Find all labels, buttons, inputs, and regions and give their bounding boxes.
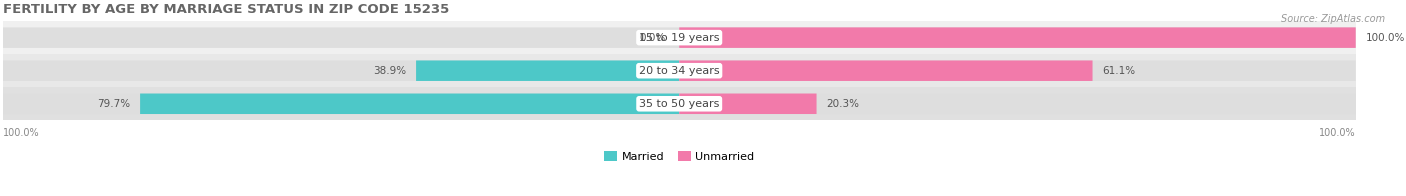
Legend: Married, Unmarried: Married, Unmarried — [599, 147, 759, 166]
FancyBboxPatch shape — [141, 93, 679, 114]
FancyBboxPatch shape — [679, 60, 1355, 81]
FancyBboxPatch shape — [416, 60, 679, 81]
FancyBboxPatch shape — [679, 27, 1355, 48]
FancyBboxPatch shape — [679, 60, 1092, 81]
Text: 61.1%: 61.1% — [1102, 66, 1136, 76]
Bar — [3, 21, 1355, 54]
FancyBboxPatch shape — [679, 93, 817, 114]
Text: 20.3%: 20.3% — [827, 99, 859, 109]
FancyBboxPatch shape — [3, 93, 679, 114]
Text: 100.0%: 100.0% — [3, 128, 39, 138]
Text: 0.0%: 0.0% — [640, 33, 665, 43]
Text: 79.7%: 79.7% — [97, 99, 129, 109]
Text: 100.0%: 100.0% — [1319, 128, 1355, 138]
FancyBboxPatch shape — [679, 93, 1355, 114]
Bar — [3, 87, 1355, 120]
Text: 35 to 50 years: 35 to 50 years — [640, 99, 720, 109]
Text: FERTILITY BY AGE BY MARRIAGE STATUS IN ZIP CODE 15235: FERTILITY BY AGE BY MARRIAGE STATUS IN Z… — [3, 3, 449, 16]
Text: 20 to 34 years: 20 to 34 years — [638, 66, 720, 76]
Text: 100.0%: 100.0% — [1365, 33, 1405, 43]
Text: 38.9%: 38.9% — [373, 66, 406, 76]
FancyBboxPatch shape — [3, 60, 679, 81]
Bar — [3, 54, 1355, 87]
Text: Source: ZipAtlas.com: Source: ZipAtlas.com — [1281, 14, 1385, 24]
Text: 15 to 19 years: 15 to 19 years — [638, 33, 720, 43]
FancyBboxPatch shape — [679, 27, 1355, 48]
FancyBboxPatch shape — [3, 27, 679, 48]
